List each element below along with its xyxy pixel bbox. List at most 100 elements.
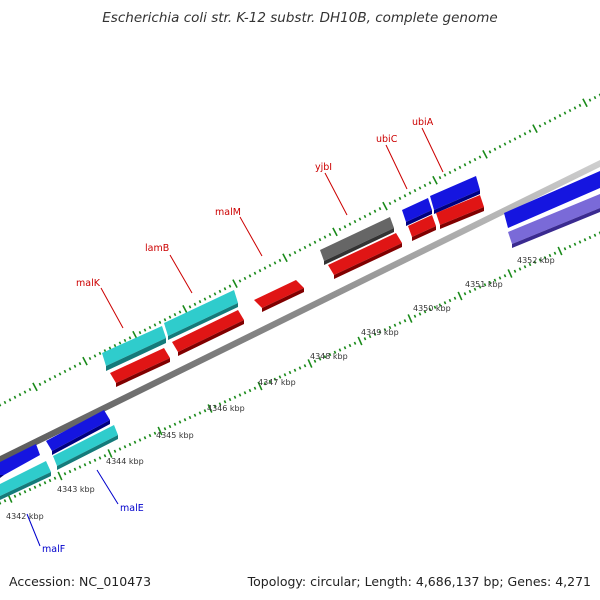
gene-arrow-reverse[interactable] (408, 215, 436, 237)
minor-tick (453, 296, 457, 300)
minor-tick (473, 157, 477, 162)
minor-tick (93, 458, 97, 462)
gene-arrow-ubiC[interactable] (402, 198, 432, 222)
minor-tick (73, 467, 77, 471)
minor-tick (448, 170, 452, 175)
gene-arrow-reverse[interactable] (328, 233, 402, 275)
minor-tick (18, 393, 22, 397)
minor-tick (543, 121, 547, 126)
major-tick (57, 471, 63, 481)
gene-label-malM[interactable]: malM (215, 207, 241, 218)
map-title: Escherichia coli str. K-12 substr. DH10B… (102, 10, 498, 26)
minor-tick (43, 481, 47, 485)
major-tick (182, 305, 188, 314)
gene-label-lamB[interactable]: lamB (145, 243, 169, 254)
kbp-scale: 4342 kbp 4343 kbp 4344 kbp 4345 kbp 4346… (6, 256, 555, 521)
minor-tick (293, 368, 297, 372)
minor-tick (458, 165, 462, 169)
minor-tick (98, 456, 102, 460)
gene-arrow-forward[interactable] (0, 444, 40, 475)
gene-arrow-reverse[interactable] (110, 348, 170, 383)
gene-label-yjbI[interactable]: yjbI (315, 162, 332, 173)
minor-tick (393, 323, 397, 327)
gene-arrow-forward (52, 420, 110, 455)
gene-arrow-reverse[interactable] (172, 310, 244, 352)
minor-tick (548, 119, 552, 123)
minor-tick (188, 415, 192, 420)
kbp-label-4351: 4351 kbp (465, 280, 503, 289)
minor-tick (313, 240, 317, 244)
minor-tick (573, 242, 577, 246)
minor-tick (403, 194, 407, 198)
gene-arrow-other[interactable] (0, 461, 51, 496)
gene-arrow-highlight[interactable] (508, 194, 600, 244)
gene-arrow-other[interactable] (53, 425, 118, 466)
minor-tick (168, 315, 172, 319)
gene-arrow-malM[interactable] (254, 280, 304, 308)
minor-tick (338, 227, 342, 231)
minor-tick (38, 382, 42, 386)
minor-tick (53, 476, 57, 480)
minor-tick (43, 380, 47, 384)
gene-arrow-ubiA[interactable] (430, 176, 480, 210)
minor-tick (588, 98, 592, 102)
gene-arrow-forward[interactable] (46, 410, 110, 451)
outer-tick-ring (0, 93, 600, 407)
major-tick (432, 175, 438, 185)
gene-label-ubiC[interactable]: ubiC (376, 134, 398, 145)
major-tick (582, 98, 588, 108)
gene-arrow-reverse[interactable] (436, 195, 484, 225)
minor-tick (553, 251, 557, 255)
minor-tick (38, 483, 42, 487)
minor-tick (23, 490, 27, 494)
minor-tick (163, 427, 167, 431)
minor-tick (388, 201, 392, 206)
minor-tick (343, 225, 347, 229)
minor-tick (423, 183, 427, 188)
genome-summary-text: Topology: circular; Length: 4,686,137 bp… (247, 574, 591, 589)
gene-arrow-malK[interactable] (102, 326, 166, 366)
minor-tick (263, 382, 267, 386)
gene-label-ubiA[interactable]: ubiA (412, 117, 434, 128)
minor-tick (563, 111, 567, 115)
gene-arrow-reverse (440, 207, 484, 229)
minor-tick (388, 325, 392, 330)
minor-tick (353, 219, 357, 224)
major-tick (482, 150, 488, 159)
gene-arrow-forward[interactable] (504, 171, 600, 228)
kbp-label-4343: 4343 kbp (57, 485, 95, 494)
minor-tick (118, 341, 122, 345)
minor-tick (463, 292, 467, 296)
minor-tick (383, 328, 387, 332)
inner-tick-ring (0, 231, 600, 505)
minor-tick (553, 116, 557, 120)
minor-tick (308, 243, 312, 247)
minor-tick (573, 106, 577, 110)
gene-label-malK[interactable]: malK (76, 278, 101, 289)
minor-tick (33, 485, 37, 489)
minor-tick (543, 256, 547, 260)
minor-tick (368, 334, 372, 339)
minor-tick (348, 222, 352, 226)
gene-arrow-lamB (168, 303, 238, 340)
minor-tick (548, 253, 552, 258)
minor-tick (518, 267, 522, 271)
gene-label-malF[interactable]: malF (42, 544, 65, 555)
kbp-label-4349: 4349 kbp (361, 328, 399, 337)
minor-tick (468, 289, 472, 294)
minor-tick (223, 287, 227, 291)
minor-tick (463, 163, 467, 167)
gene-label-malE[interactable]: malE (120, 503, 144, 514)
minor-tick (83, 463, 87, 467)
minor-tick (113, 449, 117, 453)
minor-tick (483, 283, 487, 287)
gene-arrow-lamB[interactable] (164, 290, 238, 336)
minor-tick (323, 355, 327, 359)
major-tick (357, 336, 363, 346)
kbp-label-4350: 4350 kbp (413, 304, 451, 313)
minor-tick (28, 387, 32, 392)
minor-tick (48, 377, 52, 381)
minor-tick (373, 332, 377, 336)
gene-arrow-yjbI[interactable] (320, 217, 394, 261)
